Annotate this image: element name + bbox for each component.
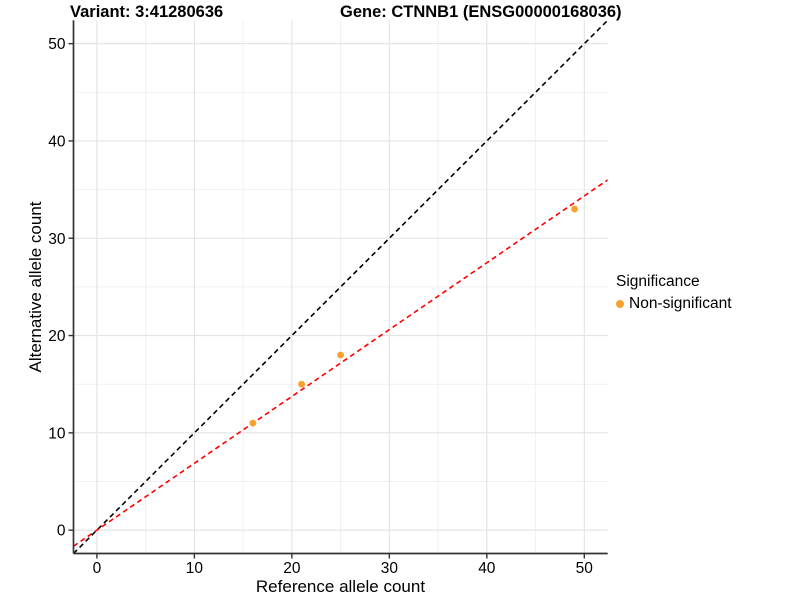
regression-line bbox=[73, 179, 608, 547]
legend-item-label: Non-significant bbox=[629, 295, 732, 312]
x-tick-label: 30 bbox=[381, 560, 399, 577]
data-point bbox=[337, 351, 344, 359]
y-tick-label: 40 bbox=[48, 133, 66, 150]
legend-item: Non-significant bbox=[616, 294, 732, 313]
x-axis-title: Reference allele count bbox=[255, 577, 426, 596]
x-tick-label: 50 bbox=[576, 560, 594, 577]
data-point bbox=[298, 380, 306, 388]
variant-title: Variant: 3:41280636 bbox=[70, 3, 224, 21]
data-point bbox=[571, 205, 578, 213]
data-point bbox=[249, 419, 257, 427]
legend: Significance Non-significant bbox=[616, 272, 732, 313]
x-tick-label: 40 bbox=[478, 560, 496, 577]
legend-point-icon bbox=[616, 299, 624, 308]
identity-line bbox=[73, 20, 608, 554]
y-tick-label: 0 bbox=[57, 523, 66, 540]
y-tick-label: 30 bbox=[48, 231, 66, 248]
y-tick-label: 10 bbox=[48, 425, 66, 442]
y-tick-label: 50 bbox=[48, 36, 66, 53]
gene-title: Gene: CTNNB1 (ENSG00000168036) bbox=[340, 3, 622, 21]
x-tick-label: 0 bbox=[93, 560, 102, 577]
x-tick-label: 20 bbox=[283, 560, 301, 577]
legend-title: Significance bbox=[616, 273, 700, 290]
y-axis-title: Alternative allele count bbox=[26, 201, 45, 373]
y-tick-label: 20 bbox=[48, 328, 66, 345]
x-tick-label: 10 bbox=[186, 560, 204, 577]
